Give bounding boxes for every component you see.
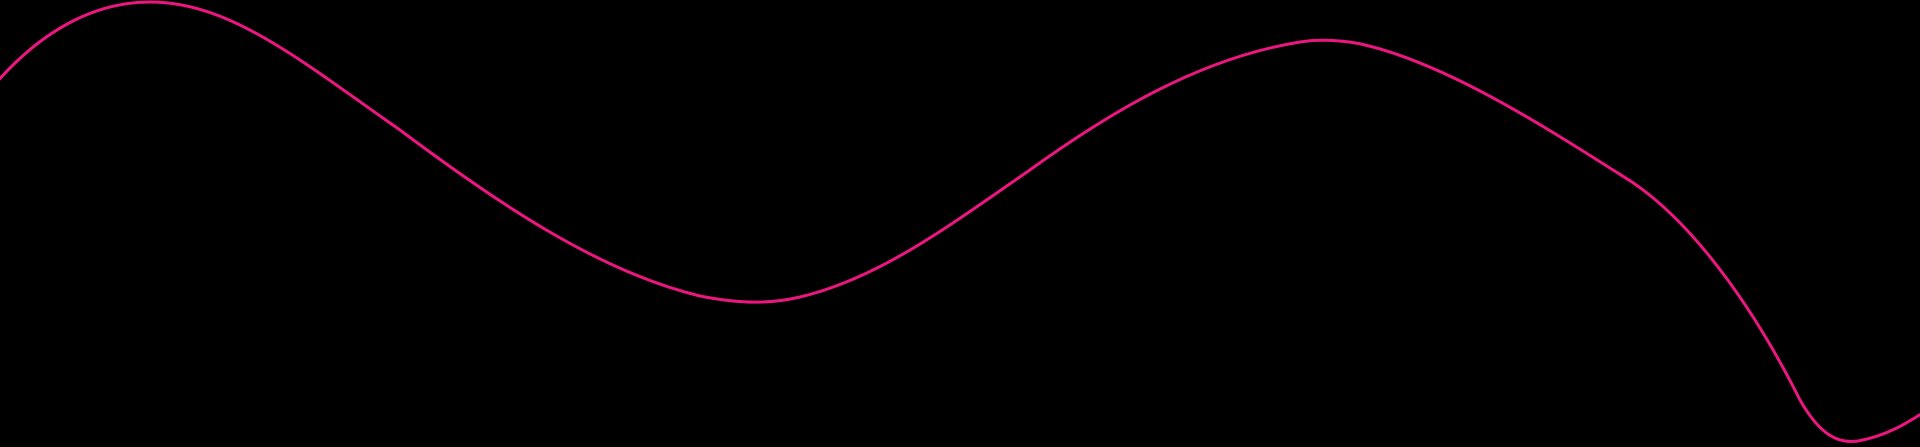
chart-canvas bbox=[0, 0, 1920, 447]
line-chart-svg bbox=[0, 0, 1920, 447]
chart-background bbox=[0, 0, 1920, 447]
pink-sine-curve-path bbox=[0, 0, 1920, 444]
